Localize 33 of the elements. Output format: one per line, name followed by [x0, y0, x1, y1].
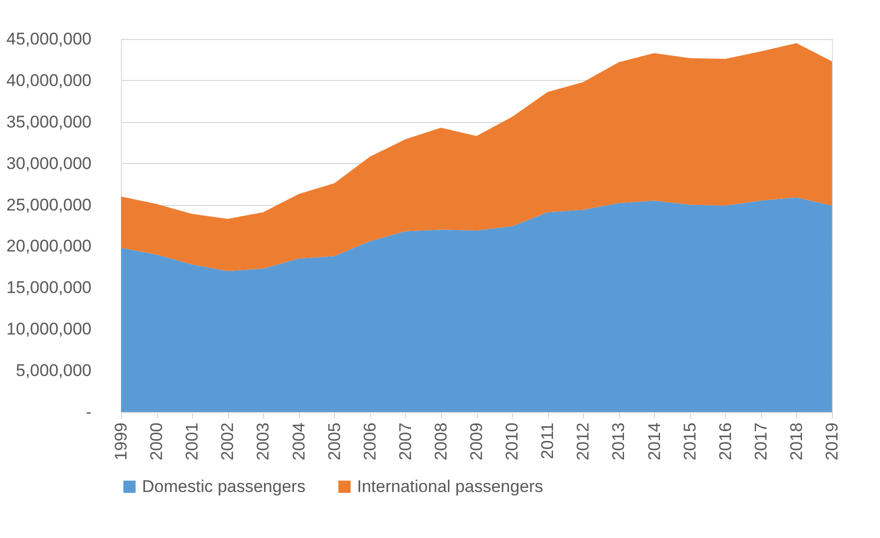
x-tick-label: 2013 — [609, 422, 628, 460]
x-tick-label: 2007 — [396, 422, 415, 460]
x-tick-label: 2008 — [431, 422, 450, 460]
x-tick-label: 2004 — [289, 422, 308, 460]
legend-label: Domestic passengers — [142, 476, 306, 496]
y-tick-label: 35,000,000 — [6, 112, 92, 132]
y-tick-label: 10,000,000 — [6, 320, 92, 339]
x-tick-label: 2016 — [716, 422, 735, 460]
y-tick-label: 45,000,000 — [6, 30, 92, 48]
x-tick-label: 2011 — [538, 422, 558, 460]
y-tick-label: 15,000,000 — [6, 278, 92, 298]
y-tick-label: 30,000,000 — [6, 154, 92, 173]
x-tick-label: 2018 — [786, 422, 806, 460]
x-tick-label: 2015 — [680, 422, 700, 460]
x-tick-label: 2010 — [502, 422, 522, 460]
x-tick-label: 2005 — [324, 422, 344, 460]
x-tick-label: 1999 — [112, 422, 130, 460]
y-tick-label: 25,000,000 — [6, 195, 92, 214]
x-tick-label: 2009 — [467, 422, 486, 460]
y-tick-label: 40,000,000 — [6, 70, 92, 90]
x-tick-label: 2003 — [254, 422, 273, 460]
x-tick-label: 2001 — [182, 422, 202, 460]
y-tick-label: 20,000,000 — [6, 236, 92, 256]
x-tick-label: 2006 — [360, 422, 380, 460]
x-tick-label: 2002 — [218, 422, 238, 460]
x-tick-label: 2000 — [147, 422, 166, 460]
x-tick-label: 2019 — [822, 422, 842, 460]
legend-label: International passengers — [357, 476, 544, 496]
x-tick-label: 2014 — [644, 422, 664, 460]
y-tick-label: 5,000,000 — [16, 361, 92, 380]
x-tick-label: 2012 — [574, 422, 593, 460]
x-tick-label: 2017 — [751, 422, 770, 460]
y-tick-label: - — [86, 402, 92, 422]
